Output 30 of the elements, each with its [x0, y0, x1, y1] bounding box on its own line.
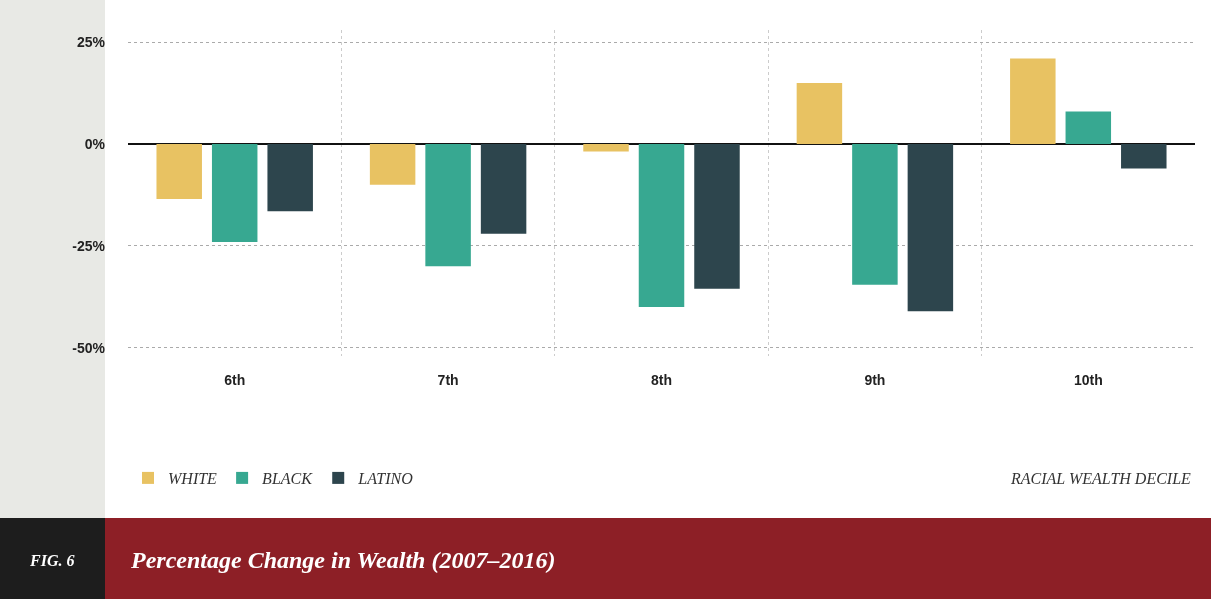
bar	[1065, 111, 1112, 145]
legend-label: BLACK	[262, 470, 314, 488]
bar	[583, 144, 629, 152]
x-tick-label: 6th	[224, 372, 246, 388]
bar	[211, 144, 258, 242]
x-tick-label: 8th	[651, 372, 672, 388]
x-tick-label: 10th	[1073, 372, 1103, 388]
text: RACIAL WEALTH DECILE	[1010, 470, 1192, 487]
bar	[425, 144, 471, 267]
x-tick-label: 7th	[437, 372, 459, 388]
bar	[796, 82, 843, 145]
bar	[694, 144, 740, 289]
y-tick-label: 0%	[84, 136, 106, 152]
bar	[267, 144, 313, 212]
bar	[852, 144, 898, 285]
x-tick-label: 9th	[864, 372, 886, 388]
legend-label: WHITE	[168, 470, 218, 488]
y-tick-label: 25%	[76, 34, 106, 51]
caption: FIG. 6	[29, 552, 75, 569]
y-tick-label: -50%	[72, 339, 106, 356]
bar	[156, 144, 202, 200]
legend-label: LATINO	[357, 470, 414, 488]
bar	[369, 144, 416, 185]
bar	[1121, 144, 1167, 169]
bar	[1010, 58, 1056, 145]
y-tick-label: -25%	[72, 237, 106, 254]
bar	[638, 144, 685, 308]
text: Percentage Change in Wealth (2007–2016)	[130, 547, 556, 573]
bar	[480, 144, 527, 234]
bar	[907, 144, 954, 312]
